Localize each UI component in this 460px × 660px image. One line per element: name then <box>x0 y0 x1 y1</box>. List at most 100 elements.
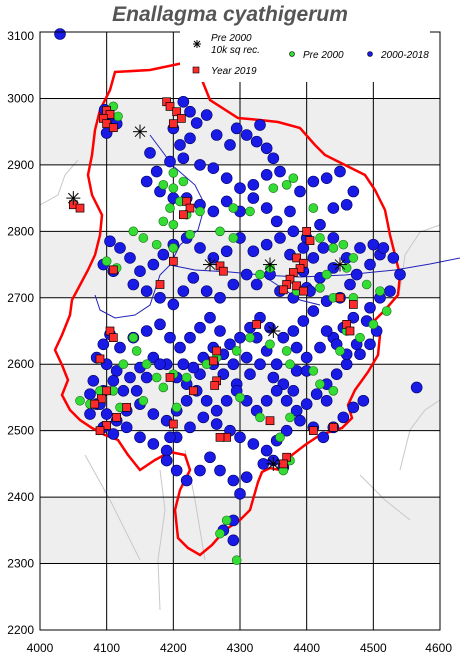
record-2000-2018-dot <box>120 421 133 434</box>
legend-item-pre2000: Pre 2000 <box>289 50 344 61</box>
record-2019-square <box>265 416 275 426</box>
neighbour-boundary-line <box>359 474 411 521</box>
record-pre2000-dot <box>245 332 255 343</box>
record-2000-2018-dot <box>314 218 326 231</box>
record-2000-2018-dot <box>290 341 303 354</box>
record-2019-square <box>345 326 355 336</box>
record-2019-square <box>302 226 312 236</box>
legend-label-pre2000-10k-line1: Pre 2000 <box>211 33 252 44</box>
record-2000-2018-dot <box>270 384 283 397</box>
record-2000-2018-dot <box>210 129 223 141</box>
record-pre2000-dot <box>381 306 392 316</box>
record-2000-2018-dot <box>164 155 176 168</box>
record-2000-2018-dot <box>327 232 340 244</box>
x-tick-label: 4300 <box>227 641 254 655</box>
y-tick-label: 2600 <box>7 357 34 371</box>
record-2000-2018-dot <box>214 291 226 304</box>
record-2000-2018-dot <box>300 398 313 410</box>
record-pre2000-dot <box>255 412 265 423</box>
record-pre2000-dot <box>281 346 292 356</box>
record-pre2000-dot <box>368 319 379 330</box>
blue-dot-icon <box>367 51 373 57</box>
record-2000-2018-dot <box>207 162 220 175</box>
record-2000-2018-dot <box>177 95 190 108</box>
record-2000-2018-dot <box>260 202 273 214</box>
record-2019-square <box>292 281 302 291</box>
red-square-icon <box>192 66 200 74</box>
record-2000-2018-dot <box>260 142 273 155</box>
record-2000-2018-dot <box>140 285 153 297</box>
record-pre2000-dot <box>215 226 225 237</box>
legend: Pre 2000 10k sq rec. Pre 2000 2000-2018 … <box>180 30 430 82</box>
record-2000-2018-dot <box>384 285 396 297</box>
record-pre2000-dot <box>328 243 339 253</box>
record-2000-2018-dot <box>294 414 306 427</box>
record-2019-square <box>112 413 122 422</box>
record-2000-2018-dot <box>394 268 406 281</box>
record-2000-2018-dot <box>310 388 323 400</box>
record-pre2000-dot <box>195 206 205 217</box>
record-pre2000-dot <box>308 203 319 213</box>
record-2019-square <box>188 386 198 396</box>
record-2000-2018-dot <box>160 454 173 467</box>
record-pre2000-dot <box>181 372 192 383</box>
record-pre2000-dot <box>171 402 182 413</box>
record-2019-square <box>278 285 288 295</box>
x-tick-label: 4000 <box>27 641 54 655</box>
record-2000-2018-dot <box>200 109 213 121</box>
record-2000-2018-dot <box>270 215 283 228</box>
river-line <box>169 257 460 278</box>
record-2000-2018-dot <box>130 384 143 397</box>
record-pre2000-dot <box>281 180 292 190</box>
record-2000-2018-dot <box>54 28 66 40</box>
y-tick-label: 2500 <box>7 424 34 438</box>
record-2000-2018-dot <box>144 147 156 159</box>
record-2000-2018-dot <box>340 358 353 371</box>
record-2000-2018-dot <box>140 325 153 337</box>
record-2000-2018-dot <box>364 301 376 314</box>
x-axis-tick-labels: 4000 4100 4200 4300 4400 4500 4600 <box>27 641 453 655</box>
record-2000-2018-dot <box>327 262 340 274</box>
record-2000-2018-dot <box>227 358 240 371</box>
records-pre-2000-10k <box>66 124 347 471</box>
record-pre2000-dot <box>75 395 85 406</box>
record-pre2000-dot <box>141 359 152 370</box>
legend-label-pre2000-10k-line2: 10k sq rec. <box>211 45 260 56</box>
record-2000-2018-dot <box>87 375 100 387</box>
record-2019-square <box>278 459 288 469</box>
x-tick-label: 4600 <box>425 641 452 655</box>
record-2019-square <box>218 266 228 276</box>
record-2000-2018-dot <box>334 165 346 178</box>
record-2019-square <box>208 356 218 366</box>
record-2000-2018-dot <box>247 179 260 191</box>
record-2000-2018-dot <box>294 185 306 198</box>
y-axis-tick-labels: 2200 2300 2400 2500 2600 2700 2800 2900 3000 3100 <box>7 29 34 637</box>
legend-item-2019: Year 2019 <box>192 66 257 77</box>
record-2000-2018-dot <box>317 242 330 254</box>
record-2000-2018-dot <box>210 418 223 430</box>
record-pre2000-dot <box>328 385 339 396</box>
record-pre2000-dot <box>315 233 325 243</box>
record-2000-2018-dot <box>194 321 206 334</box>
record-pre2000-dot <box>355 332 365 343</box>
record-2000-2018-dot <box>147 258 160 271</box>
record-2000-2018-dot <box>250 135 263 148</box>
record-2000-2018-dot <box>167 298 180 311</box>
record-pre2000-dot <box>165 203 175 213</box>
record-pre2000-dot <box>231 555 242 566</box>
record-pre2000-dot <box>168 168 179 178</box>
record-2000-2018-dot <box>214 325 226 337</box>
record-pre2000-dot <box>138 395 149 406</box>
record-2000-2018-dot <box>200 285 213 297</box>
record-2019-square <box>210 381 220 390</box>
record-2000-2018-dot <box>187 361 200 374</box>
record-2000-2018-dot <box>364 338 376 351</box>
record-2000-2018-dot <box>347 401 360 414</box>
record-2000-2018-dot <box>247 192 260 204</box>
record-2000-2018-dot <box>220 195 233 208</box>
record-2000-2018-dot <box>410 381 423 394</box>
y-tick-label: 3100 <box>7 29 34 43</box>
record-2000-2018-dot <box>227 534 240 547</box>
record-2019-square <box>298 286 308 296</box>
record-2000-2018-dot <box>194 159 206 171</box>
